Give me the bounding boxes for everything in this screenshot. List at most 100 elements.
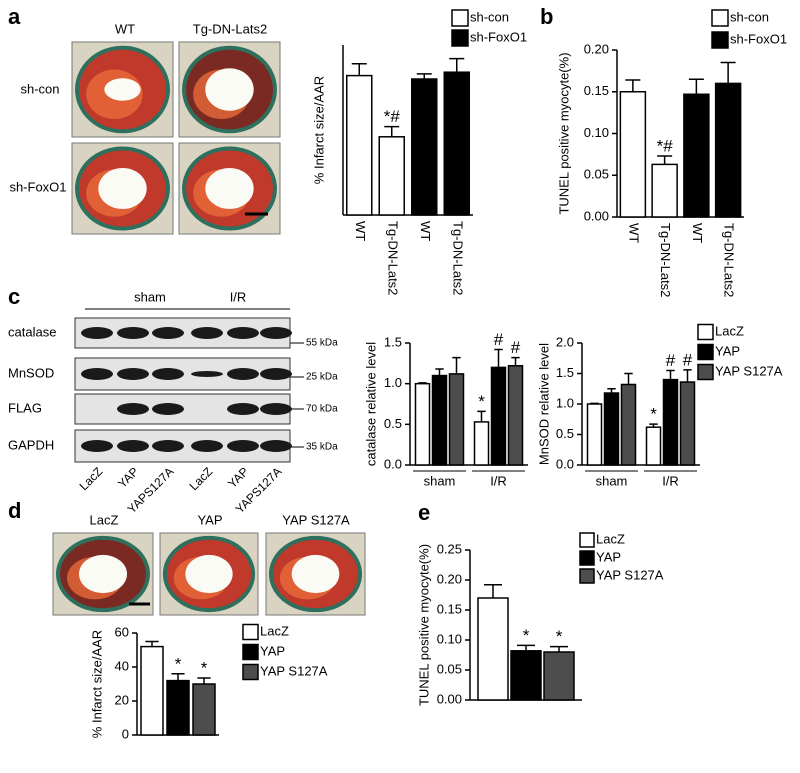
blot-lane-label: YAP [115, 464, 141, 490]
error-bar [484, 584, 502, 598]
image-row-label: sh-FoxO1 [9, 179, 66, 194]
image-column-label: WT [115, 21, 135, 36]
legend-swatch [242, 663, 259, 681]
legend-label: YAP [715, 343, 740, 358]
bar [443, 71, 470, 216]
blot-lane-label: YAP [225, 464, 251, 490]
y-tick-label: 40 [115, 658, 129, 673]
panel-letter: a [8, 4, 21, 29]
y-tick-label: 0.20 [437, 571, 462, 586]
legend-swatch [451, 9, 469, 27]
significance-mark: * [201, 659, 208, 678]
y-axis-label: % Infarct size/AAR [89, 630, 104, 738]
significance-mark: # [683, 350, 693, 369]
blot-band [152, 440, 184, 452]
legend-label: sh-con [730, 9, 769, 24]
blot-band [260, 368, 292, 380]
error-bar [452, 356, 461, 374]
error-bar [351, 62, 367, 76]
blot-band [227, 327, 259, 339]
blot-group-label: I/R [230, 289, 247, 304]
bar [619, 91, 647, 218]
y-tick-label: 1.0 [384, 375, 402, 390]
legend-label: YAP [260, 643, 285, 658]
error-bar [625, 79, 641, 92]
y-tick-label: 2.0 [556, 334, 574, 349]
significance-mark: # [511, 338, 521, 357]
x-tick-label: WT [690, 223, 705, 243]
error-bar [171, 673, 185, 681]
blot-band [227, 368, 259, 380]
error-bar [197, 677, 211, 684]
y-tick-label: 0.10 [437, 631, 462, 646]
bar [651, 163, 678, 218]
error-bar [384, 125, 400, 137]
blot-band [81, 327, 113, 339]
legend-swatch [579, 568, 595, 584]
y-tick-label: 1.5 [556, 365, 574, 380]
bar [586, 403, 603, 466]
bar [603, 392, 620, 466]
bar [477, 597, 509, 701]
legend-label: LacZ [596, 531, 625, 546]
x-tick-label: sham [596, 473, 628, 488]
legend-label: sh-FoxO1 [730, 31, 787, 46]
y-tick-label: 0.20 [584, 41, 609, 56]
error-bar [720, 61, 736, 84]
error-bar [624, 372, 633, 385]
y-tick-label: 0.0 [556, 456, 574, 471]
blot-marker-label: 35 kDa [306, 442, 338, 453]
blot-band [81, 368, 113, 380]
y-tick-label: 1.5 [384, 334, 402, 349]
y-tick-label: 0.15 [437, 601, 462, 616]
x-tick-label: sham [424, 473, 456, 488]
error-bar [435, 368, 444, 376]
heart-cavity [185, 554, 233, 594]
y-axis-label: TUNEL positive myocyte(%) [556, 52, 571, 214]
bar [414, 382, 431, 466]
image-row-label: sh-con [20, 81, 59, 96]
legend-swatch [697, 363, 714, 381]
blot-band [191, 440, 223, 452]
bar [411, 78, 438, 216]
legend-label: sh-FoxO1 [470, 29, 527, 44]
significance-mark: # [666, 351, 676, 370]
bar [140, 645, 164, 736]
bar [507, 365, 524, 466]
heart-cavity [205, 68, 254, 111]
bar [620, 383, 637, 466]
blot-band [191, 371, 223, 377]
y-tick-label: 0 [122, 726, 129, 741]
bar [448, 373, 465, 466]
error-bar [416, 73, 432, 79]
bar [346, 74, 373, 216]
blot-protein-label: FLAG [8, 400, 42, 415]
bar [431, 374, 448, 466]
blot-group-label: sham [134, 289, 166, 304]
significance-mark: * [556, 627, 563, 646]
blot-marker-label: 25 kDa [306, 372, 338, 383]
legend-swatch [711, 9, 729, 27]
x-tick-label: Tg-DN-Lats2 [722, 223, 737, 297]
significance-mark: * [523, 626, 530, 645]
error-bar [607, 388, 616, 394]
error-bar [590, 402, 599, 405]
bar [714, 82, 742, 218]
legend-label: LacZ [715, 323, 744, 338]
bar [510, 650, 542, 701]
error-bar [649, 423, 658, 428]
legend-label: YAP S127A [715, 363, 783, 378]
legend-swatch [697, 323, 714, 341]
error-bar [418, 382, 427, 384]
legend-label: YAP S127A [596, 567, 664, 582]
blot-marker-label: 70 kDa [306, 404, 338, 415]
legend-label: sh-con [470, 9, 509, 24]
blot-marker-label: 55 kDa [306, 338, 338, 349]
y-tick-label: 0.05 [584, 167, 609, 182]
y-tick-label: 20 [115, 692, 129, 707]
error-bar [517, 644, 535, 651]
bar [378, 136, 405, 216]
legend-swatch [242, 643, 259, 661]
x-tick-label: Tg-DN-Lats2 [450, 221, 465, 295]
